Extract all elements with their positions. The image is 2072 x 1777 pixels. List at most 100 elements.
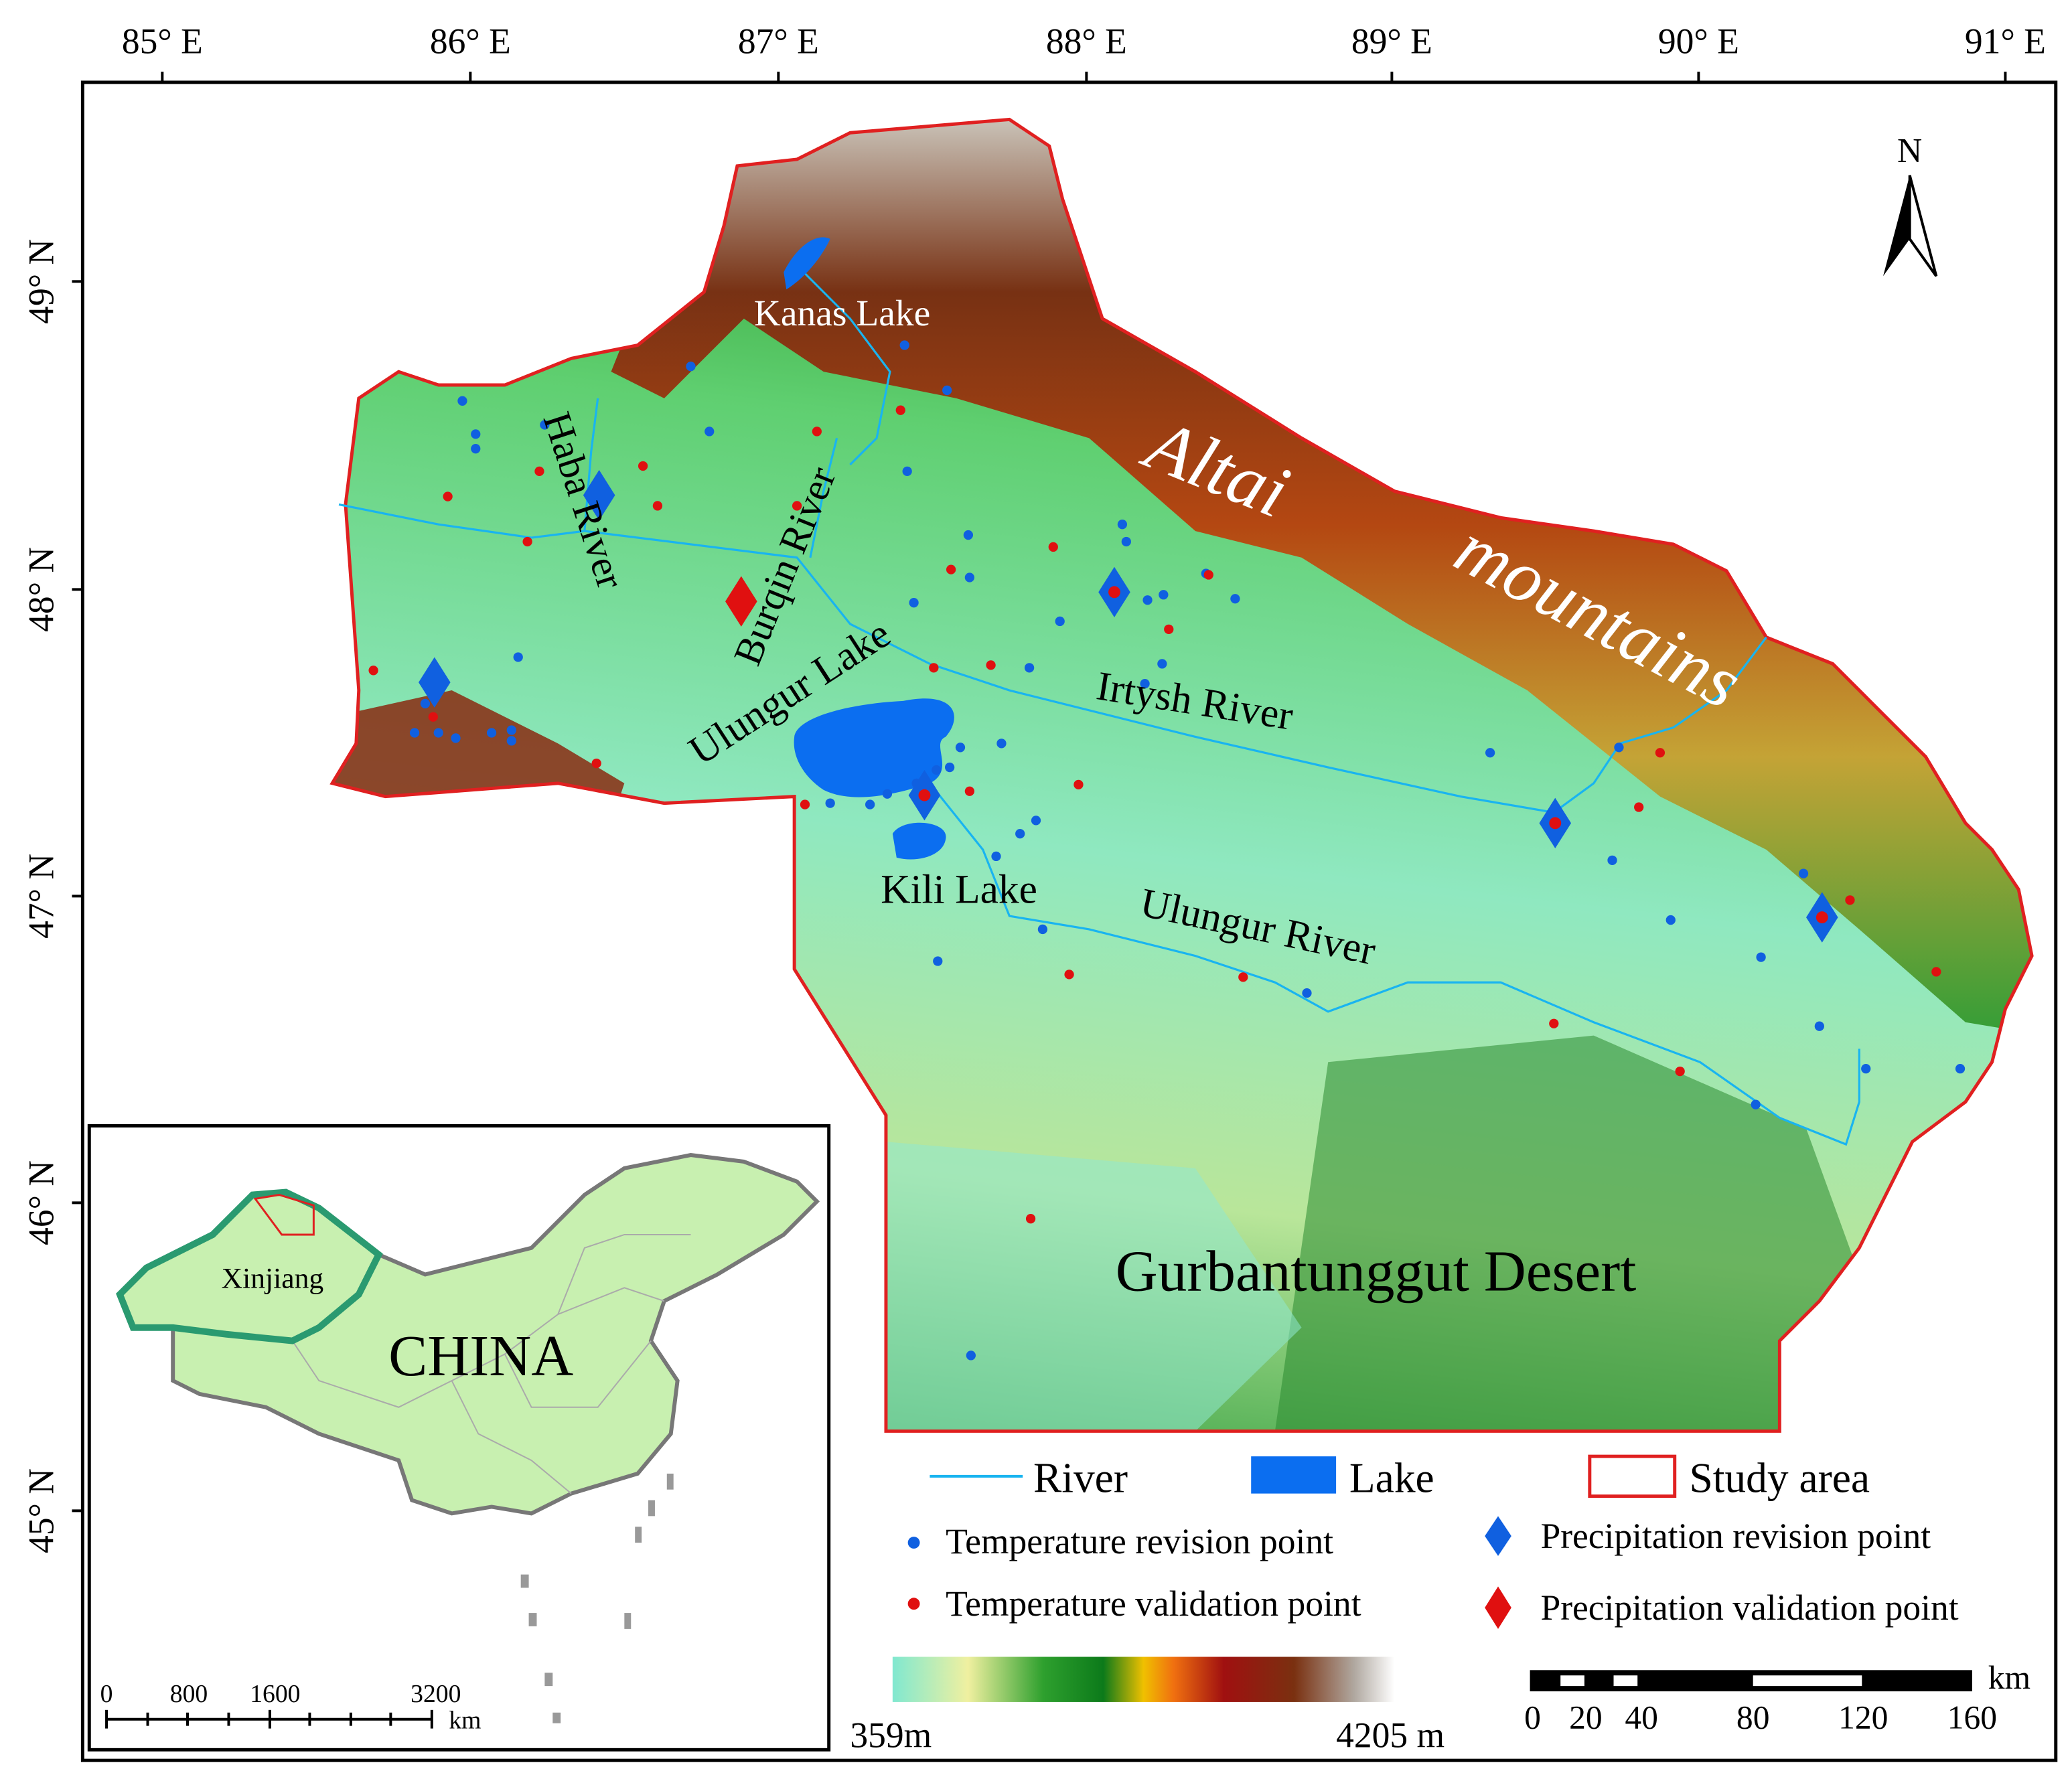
temperature-revision-point bbox=[506, 725, 516, 735]
temperature-revision-point bbox=[1485, 748, 1495, 758]
lon-label: 91° E bbox=[1965, 21, 2046, 61]
lon-label: 90° E bbox=[1658, 21, 1739, 61]
scale-label: 120 bbox=[1838, 1699, 1888, 1736]
temperature-revision-point bbox=[471, 429, 481, 439]
temperature-revision-point bbox=[955, 743, 966, 753]
lon-label: 85° E bbox=[122, 21, 203, 61]
legend-prec-val-swatch bbox=[1485, 1586, 1511, 1629]
temperature-validation-point bbox=[812, 427, 822, 437]
longitude-labels: 85° E 86° E 87° E 88° E 89° E 90° E 91° … bbox=[122, 21, 2046, 61]
temperature-revision-point bbox=[1055, 616, 1065, 627]
temperature-validation-point bbox=[1549, 1018, 1559, 1028]
rivers bbox=[338, 264, 1860, 1146]
colorbar-min: 359m bbox=[850, 1715, 932, 1755]
temperature-validation-point bbox=[443, 491, 453, 501]
colorbar: 359m 4205 m bbox=[850, 1656, 1445, 1755]
inset-scale-label: 1600 bbox=[250, 1680, 300, 1708]
temperature-revision-point bbox=[1955, 1064, 1966, 1074]
place-label: Kanas Lake bbox=[754, 293, 931, 334]
temperature-validation-point bbox=[929, 663, 939, 673]
temperature-revision-point bbox=[942, 385, 952, 396]
temperature-revision-point bbox=[991, 851, 1001, 862]
temperature-revision-point bbox=[1756, 952, 1766, 962]
temperature-revision-point bbox=[409, 728, 420, 738]
legend-label: Temperature revision point bbox=[946, 1521, 1333, 1561]
lon-label: 87° E bbox=[738, 21, 819, 61]
temperature-revision-point bbox=[966, 1350, 976, 1361]
temperature-validation-point bbox=[1238, 972, 1248, 982]
temperature-validation-point bbox=[1048, 542, 1058, 552]
legend: River Lake Study area Temperature revisi… bbox=[907, 1454, 1959, 1629]
temperature-revision-point bbox=[433, 728, 443, 738]
temperature-revision-point bbox=[899, 340, 909, 350]
temperature-revision-point bbox=[1142, 595, 1153, 605]
temperature-validation-point bbox=[1025, 1214, 1036, 1224]
temperature-revision-point bbox=[1666, 915, 1676, 925]
legend-label: Temperature validation point bbox=[946, 1583, 1361, 1624]
lakes bbox=[784, 237, 954, 860]
lat-label: 47° N bbox=[21, 854, 62, 939]
temperature-revision-point bbox=[902, 466, 912, 477]
temperature-revision-point bbox=[686, 362, 696, 372]
temperature-revision-point bbox=[933, 956, 943, 966]
temperature-revision-point bbox=[964, 572, 974, 583]
temperature-validation-point bbox=[1203, 570, 1213, 580]
scale-label: 40 bbox=[1625, 1699, 1658, 1736]
inset-scale: 0 800 1600 3200 km bbox=[100, 1680, 482, 1735]
legend-study-swatch bbox=[1588, 1454, 1677, 1498]
temperature-validation-point bbox=[534, 466, 544, 477]
temperature-revision-point bbox=[1140, 678, 1150, 689]
latitude-labels: 49° N 48° N 47° N 46° N 45° N bbox=[21, 239, 62, 1553]
lat-label: 45° N bbox=[21, 1468, 62, 1553]
scale-label: 80 bbox=[1736, 1699, 1770, 1736]
place-label: Kili Lake bbox=[881, 866, 1037, 912]
lon-label: 89° E bbox=[1351, 21, 1432, 61]
temperature-revision-point bbox=[1159, 590, 1169, 600]
temperature-validation-point bbox=[638, 461, 648, 471]
temperature-revision-point bbox=[1751, 1099, 1761, 1109]
legend-temp-rev-swatch bbox=[907, 1537, 920, 1549]
temperature-revision-point bbox=[420, 698, 431, 709]
temperature-revision-point bbox=[1024, 663, 1035, 673]
inset-islands bbox=[520, 1473, 674, 1723]
temperature-validation-point bbox=[591, 758, 601, 769]
temperature-revision-point bbox=[1814, 1021, 1824, 1031]
north-label: N bbox=[1897, 132, 1922, 170]
precipitation-validation-point bbox=[1108, 586, 1120, 599]
precipitation-revision-point bbox=[583, 469, 615, 521]
legend-temp-val-swatch bbox=[907, 1598, 920, 1610]
temperature-revision-point bbox=[1037, 924, 1048, 935]
scale-label: 160 bbox=[1947, 1699, 1997, 1736]
temperature-validation-point bbox=[986, 660, 996, 670]
temperature-revision-point bbox=[1031, 816, 1041, 826]
scale-bar: 0 20 40 80 120 160 km bbox=[1524, 1659, 2030, 1735]
scale-label: 0 bbox=[1524, 1699, 1541, 1736]
temperature-revision-point bbox=[1230, 594, 1240, 604]
temperature-validation-point bbox=[792, 501, 802, 511]
temperature-validation-point bbox=[964, 786, 974, 796]
temperature-revision-point bbox=[1798, 868, 1809, 878]
temperature-validation-point bbox=[522, 536, 532, 547]
temperature-revision-point bbox=[825, 798, 835, 808]
north-arrow: N bbox=[1883, 132, 1938, 277]
place-label: Gurbantunggut Desert bbox=[1116, 1238, 1637, 1303]
inset-scale-label: 3200 bbox=[411, 1680, 461, 1708]
temperature-validation-point bbox=[1634, 802, 1644, 812]
temperature-revision-point bbox=[1157, 659, 1167, 669]
temperature-validation-point bbox=[1164, 624, 1174, 634]
inset-study-area bbox=[253, 1193, 315, 1236]
temperature-validation-point bbox=[652, 501, 663, 511]
temperature-revision-point bbox=[506, 736, 516, 746]
temperature-validation-point bbox=[428, 712, 438, 722]
temperature-revision-point bbox=[1861, 1064, 1871, 1074]
temperature-revision-point bbox=[932, 765, 942, 775]
inset-scale-label: 800 bbox=[170, 1680, 208, 1708]
temperature-validation-point bbox=[1845, 895, 1855, 905]
scale-unit: km bbox=[1988, 1659, 2030, 1696]
legend-prec-rev-swatch bbox=[1485, 1516, 1511, 1556]
temperature-validation-point bbox=[946, 564, 956, 574]
inset-scale-label: 0 bbox=[100, 1680, 113, 1708]
temperature-revision-point bbox=[513, 652, 523, 662]
inset-scale-unit: km bbox=[449, 1707, 481, 1735]
